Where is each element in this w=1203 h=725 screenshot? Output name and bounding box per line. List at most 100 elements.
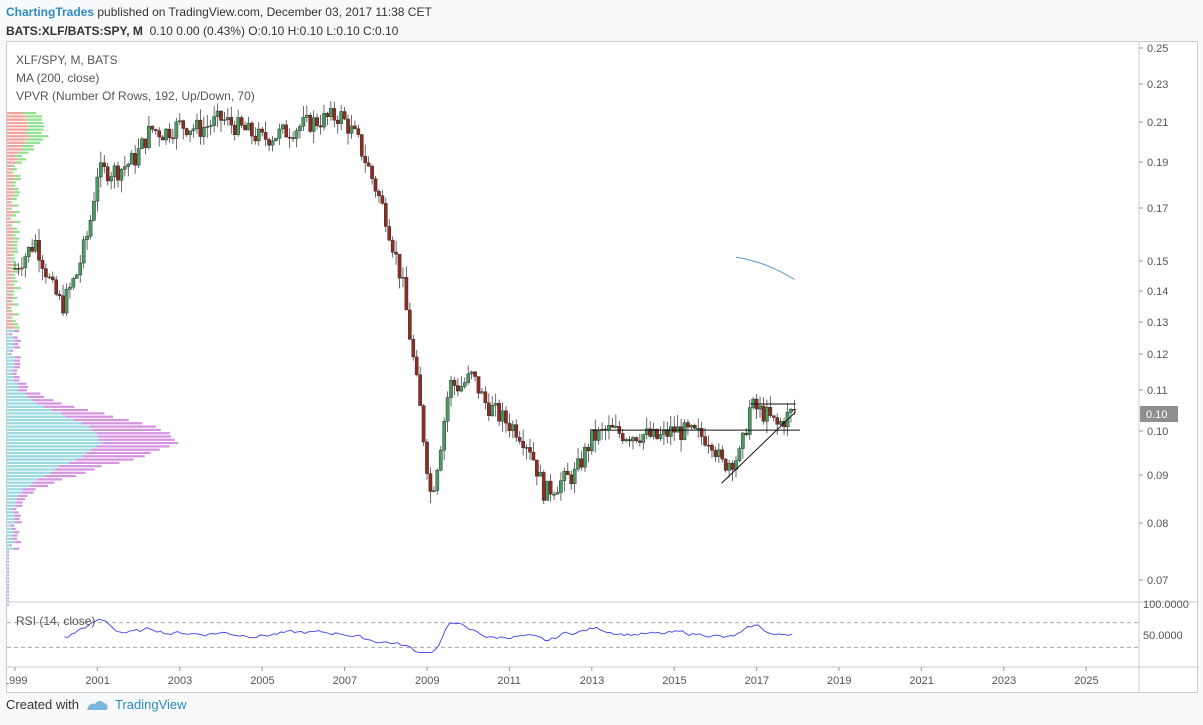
vp-row-up <box>7 343 13 345</box>
candle-down <box>58 294 61 295</box>
y-tick-label: 0.17 <box>1147 203 1168 215</box>
candle-up <box>765 407 768 421</box>
vp-row-up <box>7 452 86 454</box>
candle-down <box>745 433 748 435</box>
vp-row-up <box>7 138 27 140</box>
vp-row-down <box>14 330 20 332</box>
vp-row-up <box>7 528 12 530</box>
vp-row-up <box>7 505 16 507</box>
vp-row-down <box>27 396 44 398</box>
candle-up <box>752 399 755 408</box>
vp-row-up <box>7 538 12 540</box>
price-chart[interactable]: 0.25 0.23 0.21 0.19 0.17 0.15 0.14 0.13 0.12 0.11… <box>7 42 1197 692</box>
candle-down <box>566 471 569 475</box>
author-name[interactable]: ChartingTrades <box>6 5 94 19</box>
vp-row-down <box>92 429 161 431</box>
published-line: published on TradingView.com, December 0… <box>97 5 431 19</box>
x-tick-label: 2001 <box>85 675 109 687</box>
vp-row-down <box>12 234 16 236</box>
vp-row-down <box>10 201 12 203</box>
candle-up <box>748 408 751 435</box>
vp-row-down <box>12 508 16 510</box>
candle-up <box>237 118 240 135</box>
vp-row-up <box>7 360 14 362</box>
vp-row-up <box>7 402 37 404</box>
candle-up <box>281 125 284 129</box>
vp-row-up <box>7 208 10 210</box>
vp-row-down <box>91 449 160 451</box>
vp-row-down <box>23 112 36 114</box>
candle-down <box>357 129 360 135</box>
chart-area[interactable]: 0.25 0.23 0.21 0.19 0.17 0.15 0.14 0.13 0.12 0.11… <box>6 41 1198 693</box>
vp-row-down <box>8 558 9 560</box>
vp-row-down <box>51 409 87 411</box>
vp-row-up <box>7 198 12 200</box>
vp-row-up <box>7 515 15 517</box>
vp-row-down <box>14 346 20 348</box>
candle-up <box>511 425 514 431</box>
vp-row-down <box>13 251 18 253</box>
y-tick-label: 0.09 <box>1147 470 1168 482</box>
vp-row-up <box>7 135 30 137</box>
vp-row-down <box>19 152 29 154</box>
candle-up <box>113 166 116 177</box>
candle-down <box>508 423 511 431</box>
candle-down <box>199 120 202 136</box>
vp-row-down <box>15 340 21 342</box>
candle-down <box>391 240 394 252</box>
vp-row-down <box>14 531 20 533</box>
vp-row-down <box>13 247 18 249</box>
vp-row-up <box>7 290 11 292</box>
vp-row-down <box>55 468 94 470</box>
candle-up <box>127 164 130 166</box>
vp-row-up <box>7 435 97 437</box>
vp-row-down <box>11 284 14 286</box>
candle-up <box>463 383 466 387</box>
vp-row-down <box>19 386 28 388</box>
candle-down <box>267 139 270 145</box>
vp-row-down <box>13 534 18 536</box>
candle-down <box>422 406 425 442</box>
candle-down <box>44 269 47 277</box>
y-tick-label: 0.21 <box>1147 117 1168 129</box>
vp-row-up <box>7 399 33 401</box>
vp-row-up <box>7 294 11 296</box>
vp-row-down <box>10 544 12 546</box>
tradingview-brand[interactable]: TradingView <box>115 697 187 712</box>
vp-row-up <box>7 204 13 206</box>
candle-down <box>515 425 518 438</box>
vp-row-down <box>14 221 20 223</box>
vp-row-down <box>86 452 151 454</box>
candle-down <box>261 129 264 132</box>
candle-up <box>34 240 37 251</box>
candle-down <box>686 423 689 428</box>
vp-row-up <box>7 369 13 371</box>
vp-row-up <box>7 366 14 368</box>
vp-row-up <box>7 148 22 150</box>
vp-row-up <box>7 594 8 596</box>
candle-down <box>158 131 161 137</box>
candle-up <box>65 289 68 313</box>
candle-up <box>625 439 628 440</box>
candle-down <box>343 111 346 119</box>
candle-down <box>333 108 336 120</box>
rsi-label: RSI (14, close) <box>16 614 95 628</box>
vp-row-up <box>7 221 14 223</box>
vp-row-up <box>7 129 27 131</box>
vp-row-up <box>7 214 12 216</box>
vp-row-down <box>30 135 49 137</box>
candle-up <box>697 428 700 429</box>
vp-row-down <box>11 525 14 527</box>
vp-row-down <box>8 591 9 593</box>
vp-row-down <box>59 465 102 467</box>
candle-up <box>480 392 483 394</box>
vp-row-down <box>99 439 175 441</box>
vp-row-down <box>10 333 12 335</box>
vp-row-up <box>7 465 59 467</box>
candle-up <box>110 177 113 181</box>
candle-up <box>72 278 75 287</box>
vp-row-up <box>7 297 13 299</box>
x-tick-label: 2009 <box>415 675 439 687</box>
vp-row-up <box>7 340 15 342</box>
vp-row-up <box>7 211 14 213</box>
